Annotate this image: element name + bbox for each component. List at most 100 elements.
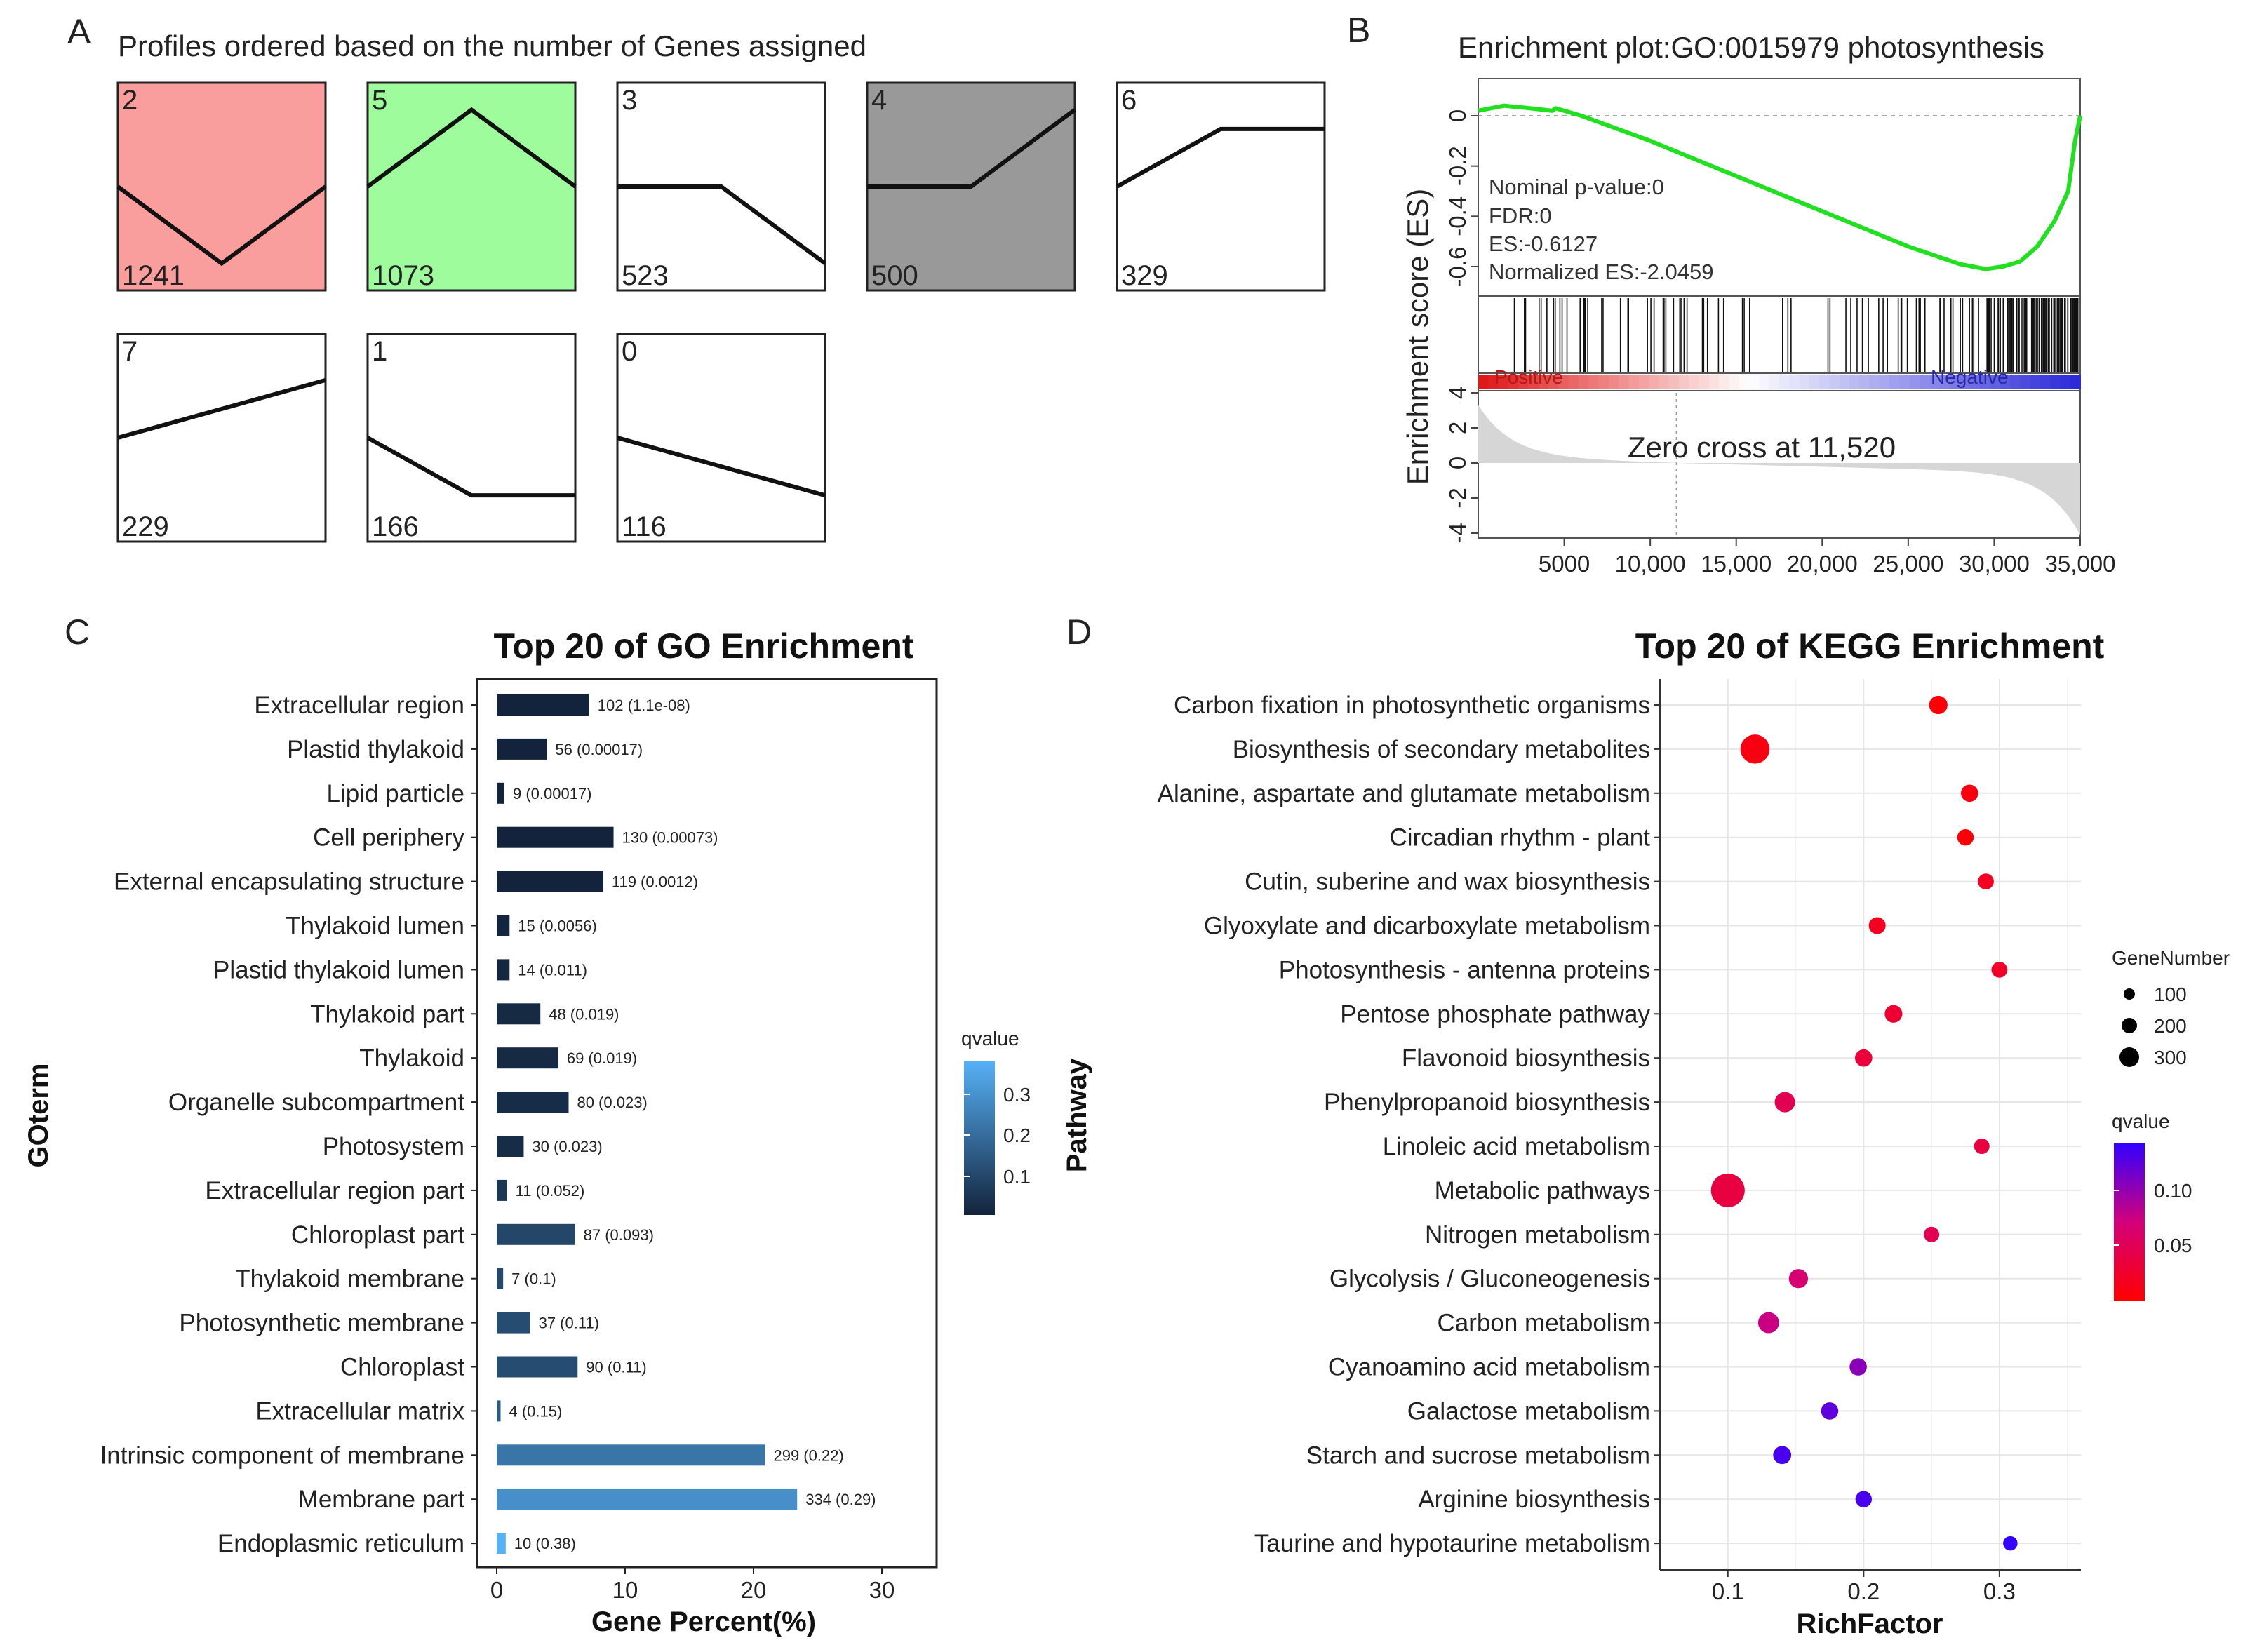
- profile-id: 7: [122, 336, 138, 367]
- kegg-row: Cutin, suberine and wax biosynthesis: [1245, 868, 1994, 896]
- profile-box-frame: [116, 333, 327, 543]
- go-term-label: Chloroplast: [340, 1354, 464, 1381]
- kegg-size-legend-dot: [2119, 1047, 2139, 1067]
- rank-colorbar-segment: [1920, 375, 1931, 389]
- kegg-dots: Carbon fixation in photosynthetic organi…: [1158, 679, 2081, 1604]
- rank-colorbar-segment: [1548, 375, 1560, 389]
- rank-ytick-label: 2: [1445, 422, 1471, 434]
- go-term-label: Plastid thylakoid lumen: [213, 956, 464, 983]
- rank-colorbar-segment: [1719, 375, 1730, 389]
- kegg-row: Nitrogen metabolism: [1425, 1221, 1940, 1249]
- profile-box[interactable]: 3 523: [616, 81, 826, 292]
- kegg-dot: [1788, 1269, 1809, 1289]
- go-bar-value-label: 299 (0.22): [773, 1446, 843, 1464]
- kegg-color-ticks: 0.10 0.05: [2114, 1180, 2192, 1256]
- kegg-size-legend-label: 200: [2154, 1015, 2187, 1037]
- kegg-pathway-label: Alanine, aspartate and glutamate metabol…: [1158, 780, 1650, 807]
- profile-box[interactable]: 4 500: [866, 81, 1076, 292]
- rank-colorbar-segment: [1929, 375, 1941, 389]
- profile-box[interactable]: 5 1073: [366, 81, 577, 292]
- panel-b-letter: B: [1347, 11, 1370, 50]
- kegg-row: Glycolysis / Gluconeogenesis: [1330, 1265, 1809, 1293]
- go-bar: [497, 1533, 506, 1554]
- go-bar-value-label: 11 (0.052): [516, 1182, 585, 1200]
- rank-colorbar-segment: [2020, 375, 2031, 389]
- gsea-title: Enrichment plot:GO:0015979 photosynthesi…: [1458, 31, 2044, 64]
- rank-colorbar-segment: [1498, 375, 1509, 389]
- go-term-label: Thylakoid part: [310, 1000, 464, 1028]
- kegg-plot-frame: [1660, 679, 2081, 1570]
- kegg-pathway-label: Cyanoamino acid metabolism: [1328, 1354, 1650, 1381]
- go-xtick-label: 20: [741, 1577, 767, 1603]
- rank-colorbar-segment: [1739, 375, 1750, 389]
- go-term-label: Extracellular region part: [205, 1177, 464, 1204]
- profile-trend-line: [366, 107, 577, 189]
- kegg-size-legend: 100 200 300: [2119, 983, 2187, 1068]
- profile-box[interactable]: 7 229: [116, 333, 327, 543]
- kegg-pathway-label: Arginine biosynthesis: [1418, 1486, 1650, 1513]
- go-legend-tick-label: 0.2: [1003, 1124, 1031, 1146]
- kegg-row: Cyanoamino acid metabolism: [1328, 1354, 1867, 1381]
- rank-colorbar-segment: [2009, 375, 2021, 389]
- go-bar: [497, 1489, 798, 1510]
- profile-box[interactable]: 0 116: [616, 333, 826, 543]
- rank-colorbar-segment: [1849, 375, 1861, 389]
- kegg-dot: [1868, 917, 1886, 934]
- go-xaxis-title: Gene Percent(%): [591, 1606, 816, 1637]
- gsea-plot: 0 -0.2 -0.4 -0.6 4 2 0 -2 -4 5000 10,000 15,000 20,0…: [1445, 78, 2115, 577]
- profile-box[interactable]: 6 329: [1116, 81, 1326, 292]
- rank-ytick-label: -4: [1445, 523, 1471, 543]
- rank-colorbar-segment: [1628, 375, 1640, 389]
- go-bar-value-label: 334 (0.29): [805, 1491, 876, 1508]
- kegg-color-legend-bar: [2114, 1143, 2145, 1301]
- kegg-pathway-label: Biosynthesis of secondary metabolites: [1233, 736, 1650, 763]
- profile-box[interactable]: 1 166: [366, 333, 577, 543]
- profile-trend-line: [116, 184, 327, 267]
- kegg-dot: [1957, 828, 1974, 846]
- kegg-dot: [1855, 1491, 1873, 1507]
- rank-colorbar-segment: [1829, 375, 1840, 389]
- kegg-size-legend-title: GeneNumber: [2112, 947, 2230, 969]
- rank-colorbar-segment: [1729, 375, 1740, 389]
- kegg-dot: [1773, 1446, 1792, 1465]
- rank-colorbar-segment: [1638, 375, 1650, 389]
- go-bar-value-label: 69 (0.019): [567, 1049, 637, 1067]
- go-bar: [497, 915, 510, 936]
- go-term-label: Extracellular region: [254, 692, 464, 719]
- go-bar-row: Organelle subcompartment 80 (0.023): [168, 1089, 648, 1116]
- profile-count: 166: [372, 511, 419, 542]
- go-term-label: Chloroplast part: [291, 1221, 464, 1249]
- go-bar: [497, 959, 510, 981]
- rank-colorbar-segment: [1679, 375, 1690, 389]
- rank-colorbar-segment: [1839, 375, 1851, 389]
- kegg-row: Carbon fixation in photosynthetic organi…: [1174, 692, 1948, 719]
- profile-trend-line: [617, 436, 826, 498]
- rank-colorbar-segment: [1789, 375, 1800, 389]
- go-bar-row: Cell periphery 130 (0.00073): [313, 824, 718, 852]
- kegg-row: Taurine and hypotaurine metabolism: [1254, 1530, 2018, 1557]
- gsea-xtick-label: 20,000: [1787, 551, 1858, 577]
- go-bar: [497, 1003, 541, 1025]
- rank-colorbar-segment: [1558, 375, 1569, 389]
- kegg-dot: [1991, 962, 2008, 978]
- kegg-xtick-label: 0.1: [1712, 1578, 1744, 1604]
- kegg-pathway-label: Pentose phosphate pathway: [1340, 1000, 1650, 1028]
- rank-colorbar-segment: [1649, 375, 1660, 389]
- rank-colorbar-segment: [1538, 375, 1550, 389]
- kegg-row: Starch and sucrose metabolism: [1306, 1442, 1792, 1469]
- kegg-color-tick-label: 0.05: [2154, 1235, 2192, 1256]
- kegg-pathway-label: Photosynthesis - antenna proteins: [1279, 956, 1650, 983]
- go-bar-row: Membrane part 334 (0.29): [298, 1486, 876, 1513]
- go-bar-value-label: 37 (0.11): [539, 1315, 599, 1332]
- rank-colorbar-segment: [1799, 375, 1810, 389]
- profile-grid: 2 1241 5 1073 3 523 4 500 6 329 7 229 1 166 0 116: [116, 81, 1326, 543]
- kegg-pathway-label: Linoleic acid metabolism: [1383, 1133, 1650, 1160]
- profile-trend-line: [867, 108, 1076, 189]
- go-bar-value-label: 48 (0.019): [549, 1005, 619, 1023]
- go-bar-row: External encapsulating structure 119 (0.0…: [114, 868, 698, 896]
- profile-box[interactable]: 2 1241: [116, 81, 327, 292]
- go-term-label: Thylakoid lumen: [286, 913, 464, 940]
- go-bar-row: Endoplasmic reticulum 10 (0.38): [217, 1530, 576, 1557]
- go-bar-row: Plastid thylakoid lumen 14 (0.011): [213, 956, 587, 983]
